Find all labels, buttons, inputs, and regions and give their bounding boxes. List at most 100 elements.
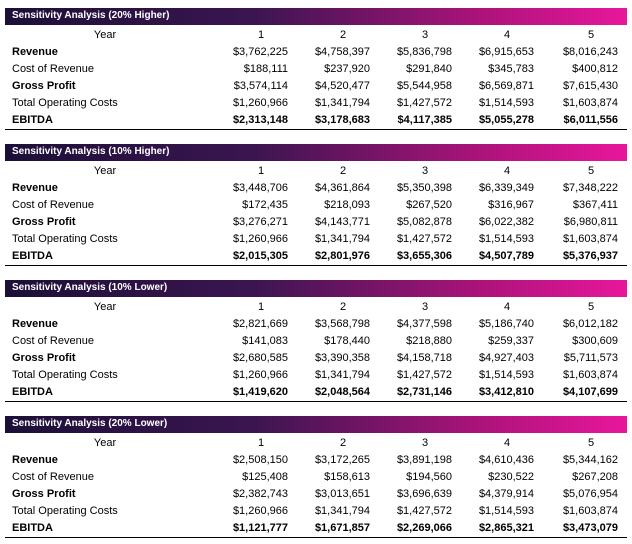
bottom-rule [5,129,627,130]
value: $5,376,937 [562,250,618,262]
year-label: Year [93,301,117,313]
year: 2 [339,29,347,41]
value: $237,920 [324,63,370,75]
row-label: Cost of Revenue [12,471,94,483]
value: $1,341,794 [314,97,370,109]
value: $5,082,878 [396,216,452,228]
value: $259,337 [488,335,534,347]
bottom-rule [5,401,627,402]
year: 1 [257,165,265,177]
row-label: Cost of Revenue [12,335,94,347]
value: $3,473,079 [562,522,618,534]
value: $188,111 [243,63,288,75]
value: $6,022,382 [478,216,534,228]
value: $2,508,150 [232,454,288,466]
value: $4,107,699 [562,386,618,398]
value: $4,927,403 [478,352,534,364]
section: Sensitivity Analysis (10% Lower) Year 1 2 3 4… [5,280,627,408]
value: $1,427,572 [396,369,452,381]
value: $218,880 [406,335,452,347]
value: $6,012,182 [562,318,618,330]
row-label: Cost of Revenue [12,63,94,75]
value: $2,731,146 [396,386,452,398]
value: $1,603,874 [562,97,618,109]
row-label: Total Operating Costs [12,505,118,517]
row-label: Revenue [12,454,58,466]
value: $4,117,385 [397,114,452,126]
value: $1,603,874 [562,233,618,245]
year: 4 [503,165,511,177]
year: 3 [421,29,429,41]
value: $1,260,966 [232,505,288,517]
row-label: EBITDA [12,250,53,262]
year: 1 [257,29,265,41]
year: 3 [421,437,429,449]
value: $300,609 [572,335,618,347]
value: $3,891,198 [396,454,452,466]
value: $3,762,225 [232,46,288,58]
value: $1,260,966 [232,233,288,245]
value: $1,514,593 [478,233,534,245]
row-label: Revenue [12,182,58,194]
year: 3 [421,165,429,177]
value: $6,339,349 [478,182,534,194]
year: 3 [421,301,429,313]
value: $2,382,743 [232,488,288,500]
value: $4,379,914 [478,488,534,500]
bottom-rule [5,537,627,538]
value: $1,419,620 [232,386,288,398]
year: 1 [257,301,265,313]
value: $218,093 [324,199,370,211]
value: $1,427,572 [396,233,452,245]
section-title: Sensitivity Analysis (20% Higher) [12,10,170,21]
value: $158,613 [324,471,370,483]
value: $1,514,593 [478,97,534,109]
value: $5,055,278 [478,114,534,126]
value: $2,048,564 [314,386,370,398]
value: $2,801,976 [314,250,370,262]
year: 4 [503,29,511,41]
row-label: Gross Profit [12,80,76,92]
year-label: Year [93,437,117,449]
value: $1,603,874 [562,369,618,381]
value: $3,574,114 [233,80,288,92]
value: $267,520 [406,199,452,211]
year: 5 [587,437,595,449]
section-title: Sensitivity Analysis (20% Lower) [12,418,168,429]
value: $125,408 [242,471,288,483]
value: $1,341,794 [314,505,370,517]
value: $141,083 [242,335,288,347]
value: $2,015,305 [232,250,288,262]
value: $4,377,598 [396,318,452,330]
section-header: Sensitivity Analysis (10% Higher) [5,144,627,161]
row-label: Gross Profit [12,216,76,228]
value: $2,821,669 [232,318,288,330]
value: $4,520,477 [314,80,370,92]
row-label: Total Operating Costs [12,369,118,381]
value: $2,313,148 [232,114,288,126]
year: 4 [503,301,511,313]
value: $7,615,430 [562,80,618,92]
value: $3,172,265 [314,454,370,466]
value: $1,671,857 [314,522,370,534]
year-label: Year [93,29,117,41]
value: $1,603,874 [562,505,618,517]
value: $1,427,572 [396,505,452,517]
value: $4,507,789 [478,250,534,262]
row-label: Gross Profit [12,488,76,500]
bottom-rule [5,265,627,266]
value: $6,915,653 [478,46,534,58]
value: $3,412,810 [478,386,534,398]
value: $5,186,740 [478,318,534,330]
row-label: Revenue [12,46,58,58]
value: $2,865,321 [478,522,534,534]
value: $1,514,593 [478,369,534,381]
value: $3,448,706 [232,182,288,194]
value: $4,158,718 [396,352,452,364]
value: $230,522 [488,471,534,483]
year: 2 [339,165,347,177]
value: $367,411 [572,199,618,211]
value: $1,341,794 [314,369,370,381]
value: $6,980,811 [563,216,618,228]
